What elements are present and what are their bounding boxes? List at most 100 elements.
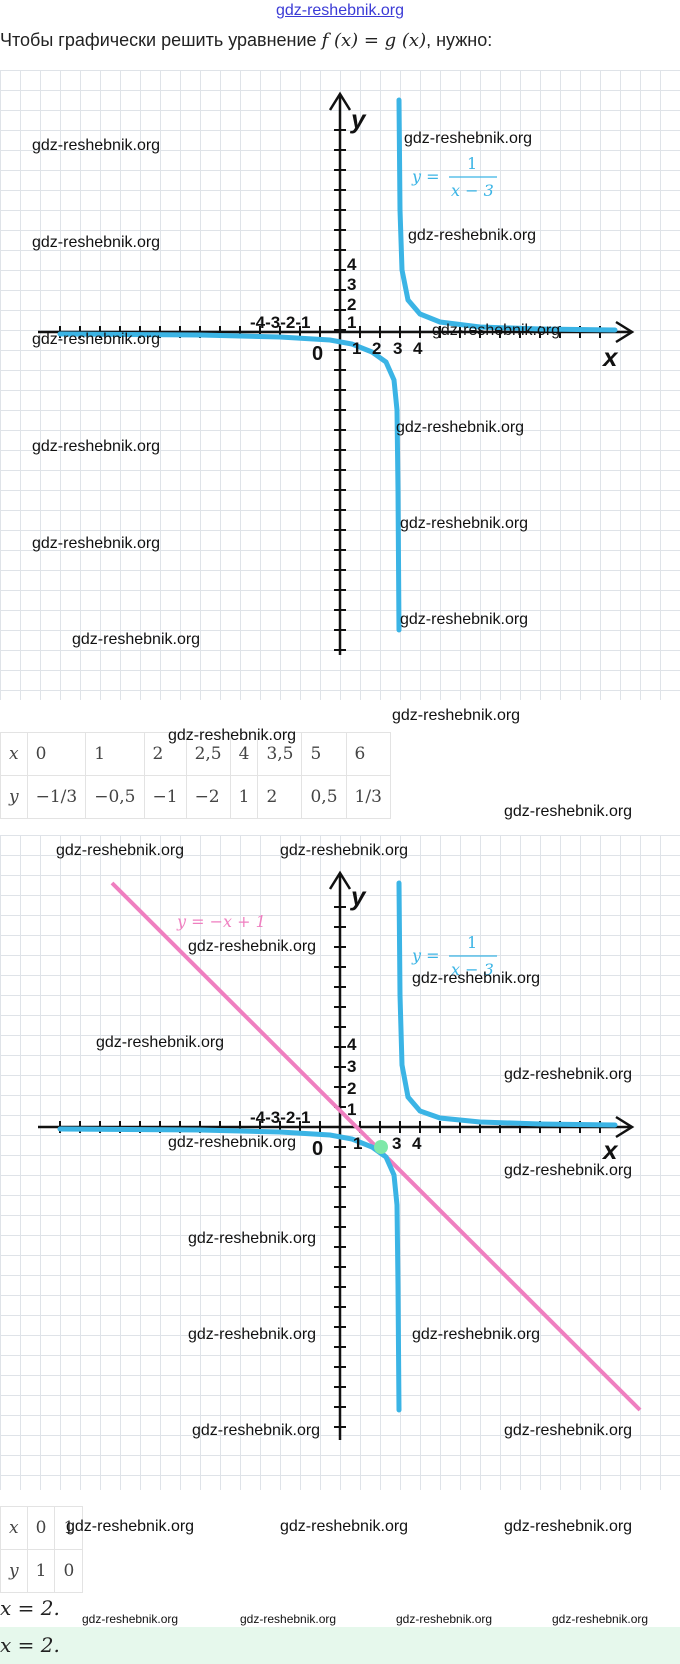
table-cell: 1 [85, 732, 145, 776]
watermark: gdz-reshebnik.org [408, 227, 537, 244]
x-tick-1: 1 [353, 1134, 362, 1153]
watermark: gdz-reshebnik.org [56, 842, 185, 859]
svg-text:1: 1 [467, 154, 477, 173]
watermark: gdz-reshebnik.org [168, 727, 297, 744]
watermark: gdz-reshebnik.org [280, 842, 409, 859]
table-cell: 1 [229, 775, 259, 819]
hyperbola-left-branch [57, 331, 402, 633]
table-header-y: y [0, 775, 28, 819]
negative-x-ticks-label: -4-3-2-1 [250, 1108, 310, 1127]
table-header-y: y [0, 1549, 28, 1593]
y-axis-ticks [334, 129, 346, 651]
table-cell: −0,5 [85, 775, 145, 819]
watermark: gdz-reshebnik.org [504, 1422, 633, 1439]
graph1-svg: y x 0 -4-3-2-1 4 3 2 1 1 2 3 4 y = 1 x −… [38, 91, 635, 655]
answer-text: x = 2. [0, 1596, 60, 1620]
watermark: gdz-reshebnik.org [188, 938, 317, 955]
table-cell: 0 [26, 1506, 56, 1550]
table-cell: 1/3 [345, 775, 391, 819]
svg-text:y =: y = [411, 946, 440, 965]
watermark: gdz-reshebnik.org [504, 1162, 633, 1179]
y-tick-3: 3 [347, 275, 356, 294]
table-cell: −1/3 [26, 775, 87, 819]
graph2-svg: y x 0 -4-3-2-1 4 3 2 1 1 3 4 y = 1 x − 3… [38, 870, 642, 1440]
intro-equation: f (x) = g (x) [321, 30, 427, 51]
svg-text:x − 3: x − 3 [451, 960, 494, 979]
table-cell: 4 [229, 732, 259, 776]
watermark: gdz-reshebnik.org [72, 631, 201, 648]
table-cell: 2,5 [185, 732, 231, 776]
watermark: gdz-reshebnik.org [432, 322, 561, 339]
table-header-x: x [0, 732, 28, 776]
x-tick-3: 3 [393, 339, 402, 358]
table-cell: 5 [301, 732, 347, 776]
x-tick-3: 3 [392, 1134, 401, 1153]
watermark: gdz-reshebnik.org [32, 331, 161, 348]
hyperbola-graph: y x 0 -4-3-2-1 4 3 2 1 1 2 3 4 y = 1 x −… [0, 70, 680, 700]
intersection-graph: y x 0 -4-3-2-1 4 3 2 1 1 3 4 y = 1 x − 3… [0, 835, 680, 1490]
table-cell: 2 [143, 732, 187, 776]
watermark: gdz-reshebnik.org [392, 707, 521, 724]
watermark: gdz-reshebnik.org [400, 515, 529, 532]
intersection-point [374, 1140, 388, 1154]
watermark: gdz-reshebnik.org [412, 1326, 541, 1343]
x-tick-2: 2 [372, 339, 381, 358]
y-axis-ticks [334, 906, 346, 1428]
y-tick-1: 1 [347, 313, 356, 332]
watermark: gdz-reshebnik.org [404, 130, 533, 147]
watermark: gdz-reshebnik.org [168, 1134, 297, 1151]
table-cell: 1 [26, 1549, 56, 1593]
origin-label: 0 [312, 1138, 323, 1160]
y-tick-3: 3 [347, 1057, 356, 1076]
hyperbola-formula: y = 1 x − 3 [411, 933, 497, 979]
x-tick-4: 4 [412, 1134, 422, 1153]
x-tick-1: 1 [352, 339, 361, 358]
watermark: gdz-reshebnik.org [66, 1518, 195, 1535]
x-axis [38, 320, 635, 344]
y-tick-4: 4 [347, 1035, 357, 1054]
origin-label: 0 [312, 343, 323, 365]
watermark: gdz-reshebnik.org [504, 803, 633, 820]
hyperbola-formula: y = 1 x − 3 [411, 154, 497, 200]
y-axis-label: y [349, 881, 367, 911]
intro-lead: Чтобы графически решить уравнение [0, 30, 317, 50]
table-row-x: x 0 1 2 2,5 4 3,5 5 6 [0, 732, 391, 776]
table-cell: −2 [185, 775, 231, 819]
intro-text: Чтобы графически решить уравнение f (x) … [0, 30, 680, 51]
watermark: gdz-reshebnik.org [32, 137, 161, 154]
table-row-x: x 0 1 [0, 1506, 84, 1550]
y-tick-2: 2 [347, 295, 356, 314]
watermark: gdz-reshebnik.org [396, 1612, 493, 1626]
negative-x-ticks-label: -4-3-2-1 [250, 313, 310, 332]
x-tick-4: 4 [413, 339, 423, 358]
table-header-x: x [0, 1506, 28, 1550]
table-cell: 0,5 [301, 775, 347, 819]
watermark: gdz-reshebnik.org [32, 535, 161, 552]
watermark: gdz-reshebnik.org [504, 1066, 633, 1083]
table-cell: −1 [143, 775, 187, 819]
answer-box: x = 2. [0, 1627, 680, 1664]
values-table-1: x 0 1 2 2,5 4 3,5 5 6 y −1/3 −0,5 −1 −2 … [0, 732, 391, 819]
watermark: gdz-reshebnik.org [412, 970, 541, 987]
table-cell: 0 [54, 1549, 84, 1593]
watermark: gdz-reshebnik.org [32, 234, 161, 251]
hyperbola-right-branch [396, 880, 618, 1128]
x-axis-label: x [601, 342, 619, 372]
y-tick-1: 1 [347, 1100, 356, 1119]
table-cell: 2 [257, 775, 303, 819]
values-table-2: x 0 1 y 1 0 [0, 1506, 84, 1593]
watermark: gdz-reshebnik.org [192, 1422, 321, 1439]
watermark: gdz-reshebnik.org [280, 1518, 409, 1535]
intro-suffix: , нужно: [426, 30, 493, 50]
y-axis [328, 870, 352, 1440]
svg-text:x − 3: x − 3 [451, 181, 494, 200]
answer-highlighted: x = 2. [0, 1633, 60, 1657]
table-cell: 6 [345, 732, 391, 776]
watermark: gdz-reshebnik.org [400, 611, 529, 628]
watermark: gdz-reshebnik.org [32, 438, 161, 455]
table-cell: 3,5 [257, 732, 303, 776]
watermark: gdz-reshebnik.org [82, 1612, 179, 1626]
watermark: gdz-reshebnik.org [240, 1612, 337, 1626]
y-tick-2: 2 [347, 1079, 356, 1098]
site-link[interactable]: gdz-reshebnik.org [275, 2, 405, 19]
